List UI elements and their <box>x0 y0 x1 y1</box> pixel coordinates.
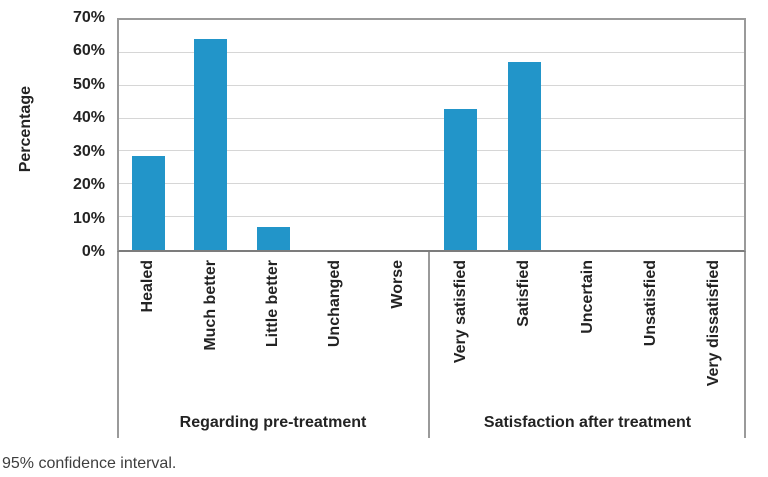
group-divider <box>744 252 746 438</box>
gridline <box>119 51 744 53</box>
category-label-very-satisfied: Very satisfied <box>452 260 469 364</box>
category-label-unsatisfied: Unsatisfied <box>642 260 659 347</box>
bar-satisfied <box>508 62 541 250</box>
y-tick-label: 20% <box>72 176 105 194</box>
y-axis-ticks: 0% 10% 20% 30% 40% 50% 60% 70% <box>0 0 105 270</box>
gridline <box>119 84 744 86</box>
bar-healed <box>132 156 165 250</box>
y-tick-label: 40% <box>72 109 105 127</box>
gridline <box>119 150 744 152</box>
group-divider <box>428 252 430 438</box>
y-tick-label: 60% <box>72 42 105 60</box>
category-label-little-better: Little better <box>264 260 281 348</box>
category-label-much-better: Much better <box>202 260 219 351</box>
bar-much-better <box>194 38 227 250</box>
bar-little-better <box>257 226 290 250</box>
category-label-very-dissatisfied: Very dissatisfied <box>705 260 722 387</box>
category-label-healed: Healed <box>139 260 156 313</box>
y-tick-label: 70% <box>72 9 105 26</box>
group-divider <box>117 252 119 438</box>
group-label-regarding-pre-treatment: Regarding pre-treatment <box>179 414 367 431</box>
gridline <box>119 117 744 119</box>
category-label-uncertain: Uncertain <box>579 260 596 334</box>
y-tick-label: 10% <box>72 209 105 227</box>
y-tick-label: 30% <box>72 142 105 160</box>
category-label-satisfied: Satisfied <box>515 260 532 327</box>
gridline <box>119 183 744 185</box>
plot-area <box>117 18 746 252</box>
bar-very-satisfied <box>444 109 477 250</box>
footnote: 95% confidence interval. <box>2 455 177 472</box>
y-tick-label: 50% <box>72 75 105 93</box>
group-label-satisfaction-after-treatment: Satisfaction after treatment <box>483 414 692 431</box>
y-tick-label: 0% <box>81 243 105 260</box>
category-label-unchanged: Unchanged <box>326 260 343 348</box>
x-label-area: Healed Much better Little better Unchanged W… <box>117 252 746 438</box>
gridline <box>119 216 744 218</box>
category-label-worse: Worse <box>389 260 406 309</box>
